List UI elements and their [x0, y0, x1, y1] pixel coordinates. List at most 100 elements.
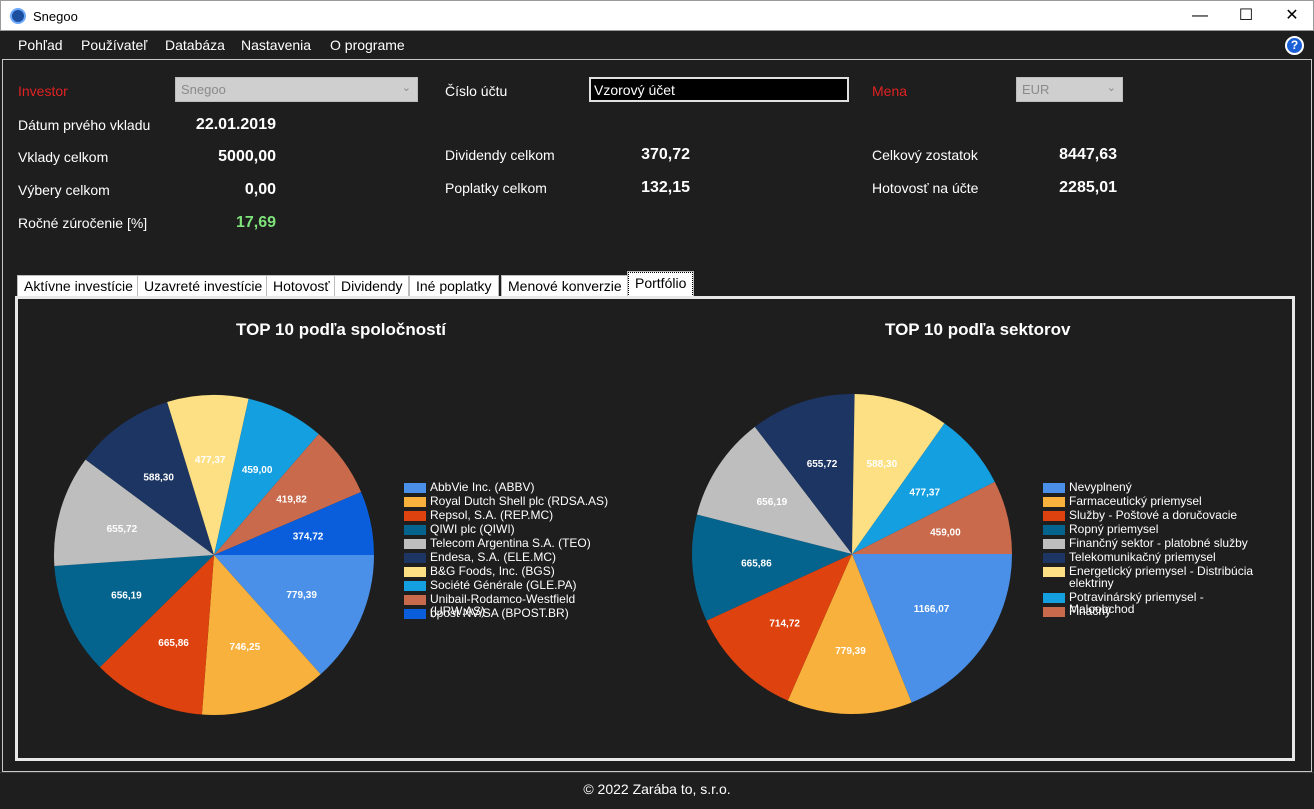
pie-slice	[201, 555, 321, 715]
tab-cash[interactable]: Hotovosť	[266, 275, 337, 297]
help-icon[interactable]: ?	[1285, 36, 1304, 55]
window-title: Snegoo	[33, 9, 78, 24]
legend-label: QIWI plc (QIWI)	[430, 522, 515, 536]
cash-label: Hotovosť na účte	[872, 180, 979, 196]
slice-value-label: 746,25	[230, 642, 261, 653]
pie-slice	[852, 554, 1012, 703]
menu-user[interactable]: Používateľ	[81, 37, 148, 53]
menu-settings[interactable]: Nastavenia	[241, 37, 312, 53]
legend-label: Finačný	[1069, 604, 1112, 618]
fees-label: Poplatky celkom	[445, 180, 547, 196]
account-number-input[interactable]: Vzorový účet	[589, 77, 849, 102]
legend-label: Farmaceutický priemysel	[1069, 494, 1202, 508]
legend-swatch	[1043, 607, 1065, 617]
slice-value-label: 655,72	[807, 459, 838, 470]
legend-swatch	[404, 581, 426, 591]
legend-swatch	[1043, 553, 1065, 563]
legend-label: bpost NV/SA (BPOST.BR)	[430, 606, 569, 620]
pie-slice	[214, 492, 374, 555]
tab-closed-investments[interactable]: Uzavreté investície	[137, 275, 270, 297]
withdrawals-value: 0,00	[244, 181, 276, 198]
legend-swatch	[1043, 483, 1065, 493]
menu-database[interactable]: Databáza	[165, 37, 225, 53]
pie-slice	[692, 514, 852, 621]
legend-swatch	[1043, 525, 1065, 535]
fees-value: 132,15	[641, 179, 690, 196]
legend-swatch	[404, 595, 426, 605]
pie-slice	[167, 395, 249, 555]
menu-about[interactable]: O programe	[330, 37, 405, 53]
slice-value-label: 656,19	[757, 497, 788, 508]
legend-swatch	[1043, 511, 1065, 521]
annual-yield-value: 17,69	[235, 214, 276, 231]
pie-slice	[852, 423, 995, 554]
investor-select-value: Snegoo	[181, 82, 226, 97]
legend-label: Ropný priemysel	[1069, 522, 1159, 536]
total-balance-label: Celkový zostatok	[872, 147, 978, 163]
chevron-down-icon: ⌄	[1106, 82, 1116, 94]
tab-currency-conversions[interactable]: Menové konverzie	[501, 275, 629, 297]
pie-slice	[696, 426, 852, 554]
pie-slice	[706, 554, 852, 701]
slice-value-label: 477,37	[195, 455, 226, 466]
legend-swatch	[404, 609, 426, 619]
legend-swatch	[1043, 539, 1065, 549]
slice-value-label: 588,30	[867, 459, 898, 470]
slice-value-label: 1166,07	[914, 604, 950, 615]
pie-slice	[99, 555, 214, 715]
pie-slice	[787, 554, 912, 714]
first-deposit-value: 22.01.2019	[195, 116, 276, 133]
legend-label: Potravinárský priemysel - Maloobchod	[1069, 590, 1204, 616]
legend-swatch	[404, 539, 426, 549]
slice-value-label: 656,19	[111, 590, 142, 601]
cash-value: 2285,01	[1059, 179, 1117, 196]
sector-pie-chart: 1166,07 779,39 714,72 665,86 656,19 655,72 588…	[692, 394, 1012, 714]
tab-dividends[interactable]: Dividendy	[334, 275, 410, 297]
legend-swatch	[1043, 593, 1065, 603]
maximize-icon[interactable]: ☐	[1238, 7, 1254, 24]
main-area: Investor Snegoo ⌄ Číslo účtu Vzorový úče…	[2, 59, 1312, 772]
total-balance-value: 8447,63	[1059, 146, 1117, 163]
first-deposit-label: Dátum prvého vkladu	[18, 117, 151, 133]
legend-label: Telekomunikačný priemysel	[1069, 550, 1216, 564]
tab-active-investments[interactable]: Aktívne investície	[17, 275, 140, 297]
slice-value-label: 655,72	[107, 524, 138, 535]
close-icon[interactable]: ✕	[1285, 7, 1299, 24]
tab-portfolio[interactable]: Portfólio	[626, 271, 695, 298]
withdrawals-label: Výbery celkom	[18, 182, 110, 198]
legend-swatch	[404, 567, 426, 577]
company-pie-chart: 779,39 746,25 665,86 656,19 655,72 588,30 477,…	[54, 395, 374, 715]
legend-label: Unibail-Rodamco-Westfield (URW.AS)	[430, 592, 576, 618]
legend-swatch	[1043, 497, 1065, 507]
pie-slice	[754, 394, 855, 554]
legend-label: Royal Dutch Shell plc (RDSA.AS)	[430, 494, 609, 508]
minimize-icon[interactable]: —	[1192, 7, 1208, 24]
legend-label: Telecom Argentina S.A. (TEO)	[430, 536, 591, 550]
legend-swatch	[404, 511, 426, 521]
company-chart-legend: AbbVie Inc. (ABBV) Royal Dutch Shell plc …	[404, 481, 644, 621]
slice-value-label: 374,72	[293, 532, 324, 543]
currency-select-value: EUR	[1022, 82, 1050, 97]
legend-label: Nevyplnený	[1069, 480, 1132, 494]
investor-select[interactable]: Snegoo ⌄	[175, 77, 418, 102]
pie-slice	[214, 434, 362, 555]
slice-value-label: 665,86	[158, 638, 189, 649]
menu-bar: Pohľad Používateľ Databáza Nastavenia O …	[0, 31, 1314, 59]
tab-other-fees[interactable]: Iné poplatky	[409, 275, 499, 297]
slice-value-label: 779,39	[835, 646, 866, 657]
legend-label: Endesa, S.A. (ELE.MC)	[430, 550, 557, 564]
legend-label: Repsol, S.A. (REP.MC)	[430, 508, 554, 522]
sector-chart-legend: Nevyplnený Farmaceutický priemysel Služby …	[1043, 481, 1283, 621]
investor-label: Investor	[18, 83, 68, 99]
company-chart-title: TOP 10 podľa spoločností	[236, 320, 446, 339]
legend-swatch	[404, 525, 426, 535]
menu-view[interactable]: Pohľad	[18, 37, 63, 53]
pie-slice	[852, 394, 945, 554]
slice-value-label: 588,30	[143, 473, 174, 484]
currency-select[interactable]: EUR ⌄	[1016, 77, 1123, 102]
pie-slice	[54, 555, 214, 668]
legend-label: Služby - Poštové a doručovacie	[1069, 508, 1238, 522]
account-number-label: Číslo účtu	[445, 83, 508, 99]
currency-label: Mena	[872, 83, 908, 99]
annual-yield-label: Ročné zúročenie [%]	[18, 215, 148, 231]
